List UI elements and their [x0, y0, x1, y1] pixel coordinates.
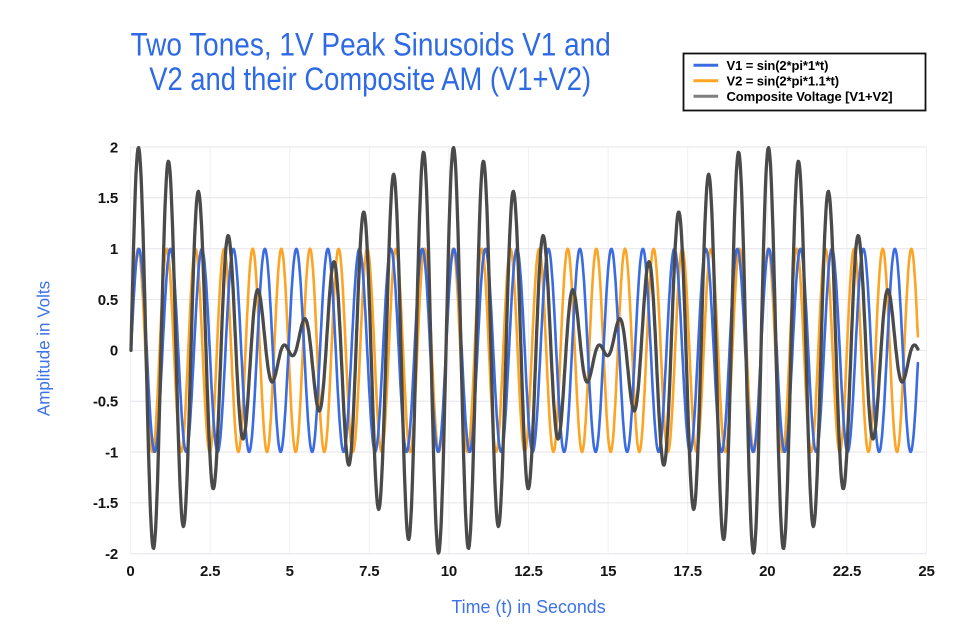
svg-text:0.5: 0.5 — [98, 292, 118, 309]
svg-text:Two Tones, 1V Peak Sinusoids V: Two Tones, 1V Peak Sinusoids V1 and — [131, 27, 611, 63]
svg-text:0: 0 — [110, 343, 118, 360]
svg-text:V2 = sin(2*pi*1.1*t): V2 = sin(2*pi*1.1*t) — [727, 73, 840, 88]
svg-text:20: 20 — [759, 563, 775, 580]
svg-text:-2: -2 — [105, 546, 118, 563]
svg-text:V1 = sin(2*pi*1*t): V1 = sin(2*pi*1*t) — [727, 58, 829, 73]
svg-text:-0.5: -0.5 — [93, 394, 118, 411]
svg-text:-1.5: -1.5 — [93, 495, 118, 512]
svg-text:Composite Voltage [V1+V2]: Composite Voltage [V1+V2] — [727, 89, 893, 104]
svg-text:2: 2 — [110, 139, 118, 156]
svg-text:-1: -1 — [105, 444, 118, 461]
svg-text:15: 15 — [600, 563, 616, 580]
svg-text:1.5: 1.5 — [98, 190, 118, 207]
svg-text:17.5: 17.5 — [673, 563, 701, 580]
svg-text:1: 1 — [110, 241, 118, 258]
svg-text:Amplitude in Volts: Amplitude in Volts — [34, 281, 54, 417]
svg-text:7.5: 7.5 — [359, 563, 379, 580]
svg-text:V2 and their Composite AM (V1+: V2 and their Composite AM (V1+V2) — [149, 61, 591, 97]
svg-text:5: 5 — [286, 563, 294, 580]
svg-text:22.5: 22.5 — [833, 563, 861, 580]
svg-text:12.5: 12.5 — [514, 563, 542, 580]
svg-text:25: 25 — [918, 563, 934, 580]
svg-text:2.5: 2.5 — [200, 563, 220, 580]
svg-text:0: 0 — [126, 563, 134, 580]
svg-text:10: 10 — [441, 563, 457, 580]
svg-text:Time (t) in Seconds: Time (t) in Seconds — [451, 597, 605, 617]
